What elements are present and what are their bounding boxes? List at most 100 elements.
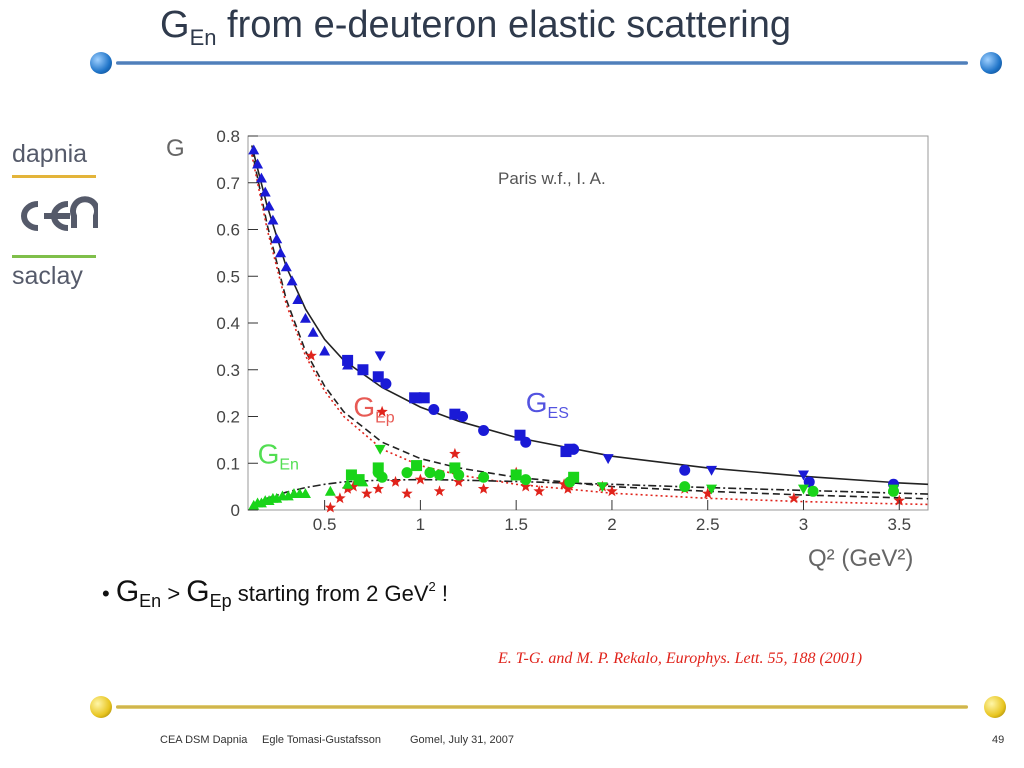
g-en-triangle-up <box>324 485 336 496</box>
g-es-square <box>342 354 354 366</box>
g-ep-star <box>372 483 384 494</box>
g-ep-star <box>401 487 413 499</box>
g-en-triangle-up <box>299 488 311 499</box>
x-tick-label: 2.5 <box>696 515 720 534</box>
y-tick-label: 0.5 <box>216 267 240 286</box>
g-en-circle <box>424 467 436 479</box>
g-es-triangle-up <box>248 144 260 155</box>
g-en-square <box>568 471 580 483</box>
curve-solid <box>251 145 929 486</box>
g-es-triangle-up <box>259 186 271 197</box>
g-ep-star <box>414 473 427 485</box>
curve-dashed <box>251 149 929 500</box>
g-es-triangle-up <box>263 200 275 211</box>
g-es-triangle-up <box>299 312 311 323</box>
g-ep-star <box>376 405 388 417</box>
g-ep-star <box>433 485 446 497</box>
g-ep-star <box>702 487 714 499</box>
g-es-triangle-up <box>267 214 279 225</box>
chart-annotation: Paris w.f., I. A. <box>498 169 606 188</box>
y-tick-label: 0 <box>231 501 240 520</box>
logo-dapnia: dapnia <box>12 140 88 168</box>
g-ep-star <box>347 480 360 492</box>
footer-divider <box>116 705 968 709</box>
g-es-triangle-up <box>307 326 319 337</box>
g-ep-star <box>533 485 545 497</box>
g-en-circle <box>807 485 819 497</box>
x-tick-label: 1 <box>416 515 425 534</box>
g-es-label-main: G <box>526 387 548 418</box>
g-es-square <box>357 364 369 376</box>
g-ep-label: GEp <box>353 392 394 427</box>
logo-cea <box>12 196 100 236</box>
g-es-triangle-up <box>255 172 267 183</box>
g-es-label-sub: ES <box>548 405 569 422</box>
g-en-square <box>510 469 522 481</box>
x-tick-label: 1.5 <box>504 515 528 534</box>
g-en-label-sub: En <box>279 456 299 473</box>
y-tick-label: 0.8 <box>216 127 240 146</box>
g-en-square <box>411 460 423 472</box>
g-en-circle <box>401 467 413 479</box>
g-ep-star <box>606 485 618 497</box>
g-ep-star <box>453 475 465 487</box>
g-ep-star <box>477 483 490 494</box>
footer-org: CEA DSM Dapnia <box>160 734 248 746</box>
g-en-circle <box>453 469 465 481</box>
blue-ball-left-icon <box>90 52 112 74</box>
bullet-g1: G <box>115 575 140 608</box>
x-tick-label: 3.5 <box>887 515 911 534</box>
theory-curves <box>251 145 929 507</box>
bullet-statement: • GEn > GEp starting from 2 GeV2 ! <box>102 575 448 612</box>
yellow-ball-right-icon <box>984 696 1006 718</box>
blue-ball-right-icon <box>980 52 1002 74</box>
g-es-triangle-up <box>275 247 287 258</box>
g-es-circle <box>478 425 490 437</box>
g-es-label: GES <box>526 387 569 422</box>
g-es-circle <box>520 436 532 448</box>
g-ep-star <box>788 492 800 504</box>
logo-divider-green <box>12 255 96 258</box>
g-ep-star <box>389 475 402 487</box>
g-ep-star <box>305 349 317 361</box>
g-en-circle <box>564 476 576 488</box>
g-es-triangle-up <box>252 158 264 169</box>
g-es-circle <box>414 392 426 404</box>
g-ep-star <box>449 447 461 459</box>
y-tick-label: 0.7 <box>216 174 240 193</box>
footer-author: Egle Tomasi-Gustafsson <box>262 734 382 746</box>
g-en-square <box>353 474 365 486</box>
g-es-triangle-down <box>602 454 614 465</box>
bullet-text: starting from 2 GeV <box>231 581 429 606</box>
plot-frame <box>247 135 929 511</box>
g-ep-star <box>334 492 346 504</box>
logo-divider-orange <box>12 175 96 178</box>
g-es-square <box>514 429 526 441</box>
g-es-circle <box>380 378 392 390</box>
g-es-circle <box>457 411 469 422</box>
reference-citation: E. T-G. and M. P. Rekalo, Europhys. Lett… <box>498 650 863 667</box>
g-en-circle <box>478 471 490 483</box>
g-es-circle <box>428 403 440 415</box>
g-es-triangle-down <box>374 351 386 362</box>
form-factor-chart: 0.5 1 1.5 2 2.5 3 3.5 0 0.1 0.2 0.3 0.4 0.5 0.6 0.7 0.8… <box>166 127 929 572</box>
g-es-circle <box>568 443 580 455</box>
g-es-triangle-up <box>286 275 298 286</box>
g-en-triangle-up <box>342 478 354 489</box>
g-es-triangle-down <box>706 465 718 476</box>
g-en-label: GEn <box>258 438 299 473</box>
bullet-gt: > <box>161 581 187 606</box>
logo-saclay: saclay <box>12 262 83 290</box>
bullet-sub1: En <box>139 591 162 611</box>
g-ep-star <box>520 480 532 492</box>
g-ep-star <box>558 478 570 490</box>
y-axis-label: G <box>166 135 185 162</box>
footer-page-number: 49 <box>992 734 1005 746</box>
g-en-circle <box>679 481 691 493</box>
g-en-circle <box>434 469 446 481</box>
g-es-triangle-up <box>280 261 292 272</box>
bullet-dot: • <box>102 581 116 606</box>
x-tick-label: 2 <box>607 515 616 534</box>
data-points <box>248 144 905 513</box>
